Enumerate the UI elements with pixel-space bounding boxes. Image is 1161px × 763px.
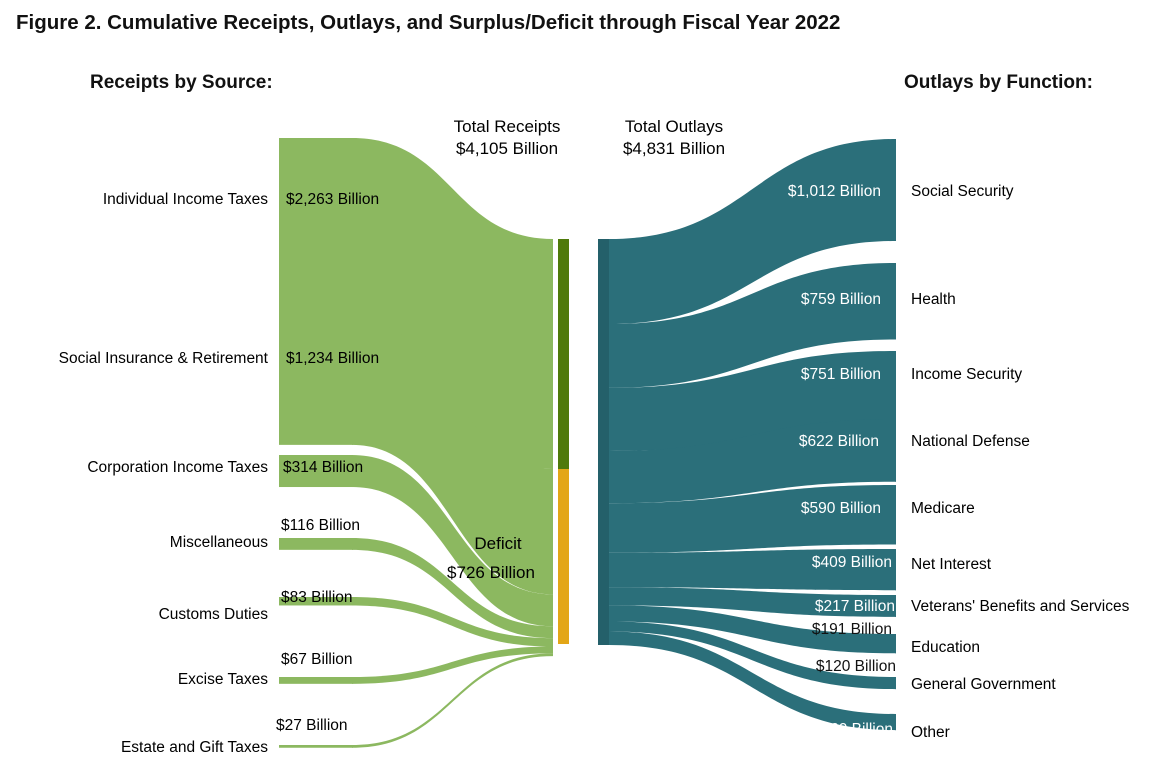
deficit-value: $726 Billion: [447, 563, 535, 582]
flow-social-insurance-and-retirement: [352, 319, 553, 595]
nodes-layer: [279, 138, 896, 748]
flow-veterans-benefits-and-services: [609, 587, 896, 617]
receipt-value: $1,234 Billion: [286, 350, 379, 367]
receipts-heading: Receipts by Source:: [90, 72, 273, 93]
outlays-heading: Outlays by Function:: [904, 72, 1093, 93]
flow-social-security: [609, 139, 896, 325]
receipt-name: Individual Income Taxes: [103, 191, 268, 208]
flow-medicare: [609, 485, 896, 553]
receipt-name: Corporation Income Taxes: [87, 459, 268, 476]
outlay-value: $590 Billion: [801, 500, 881, 517]
outlay-name: Education: [911, 639, 980, 656]
deficit-node: [558, 469, 569, 644]
receipt-name: Miscellaneous: [170, 534, 268, 551]
outlay-name: National Defense: [911, 433, 1030, 450]
outlay-value: $759 Billion: [801, 291, 881, 308]
outlays-node: [598, 239, 609, 645]
outlay-band-income-security: [895, 351, 896, 427]
receipt-band-estate-and-gift-taxes: [279, 745, 353, 748]
flow-education: [609, 605, 896, 654]
flow-customs-duties: [352, 597, 553, 647]
total-outlays-label: Total Outlays: [625, 117, 723, 136]
outlay-name: Health: [911, 291, 956, 308]
outlay-value: $160 Billion: [813, 721, 893, 738]
labels-layer: Total Receipts $4,105 Billion Total Outl…: [59, 117, 1130, 756]
outlay-name: Other: [911, 724, 950, 741]
deficit-label: Deficit: [474, 534, 522, 553]
outlay-value: $217 Billion: [815, 598, 895, 615]
outlay-name: Medicare: [911, 500, 975, 517]
receipt-band-social-insurance-and-retirement: [279, 319, 353, 445]
receipt-name: Excise Taxes: [178, 671, 268, 688]
outlay-band-other: [895, 714, 896, 731]
receipt-name: Estate and Gift Taxes: [121, 739, 268, 756]
flow-other: [609, 631, 896, 731]
outlay-name: Veterans' Benefits and Services: [911, 598, 1130, 615]
receipt-name: Social Insurance & Retirement: [59, 350, 269, 367]
outlay-value: $751 Billion: [801, 366, 881, 383]
figure-title: Figure 2. Cumulative Receipts, Outlays, …: [16, 11, 841, 34]
outlay-value: $191 Billion: [812, 621, 892, 638]
outlay-value: $409 Billion: [812, 554, 892, 571]
flow-net-interest: [609, 549, 896, 591]
outlay-band-education: [895, 634, 896, 654]
receipt-band-corporation-income-taxes: [279, 455, 353, 488]
outlay-band-net-interest: [895, 549, 896, 591]
flows-layer: [352, 138, 896, 748]
total-receipts-label: Total Receipts: [454, 117, 561, 136]
receipt-band-customs-duties: [279, 597, 353, 606]
receipt-value: $27 Billion: [276, 717, 348, 734]
flow-individual-income-taxes: [352, 138, 553, 469]
receipt-name: Customs Duties: [159, 606, 269, 623]
flow-general-government: [609, 621, 896, 690]
receipt-value: $83 Billion: [281, 589, 353, 606]
flow-estate-and-gift-taxes: [352, 653, 553, 748]
outlay-name: General Government: [911, 676, 1056, 693]
receipt-value: $116 Billion: [281, 517, 360, 534]
outlay-band-general-government: [895, 677, 896, 690]
total-receipts-value: $4,105 Billion: [456, 139, 558, 158]
outlay-band-national-defense: [895, 419, 896, 482]
outlay-band-medicare: [895, 485, 896, 545]
receipt-band-excise-taxes: [279, 677, 353, 684]
flow-health: [609, 263, 896, 388]
outlay-name: Income Security: [911, 366, 1022, 383]
flow-excise-taxes: [352, 646, 553, 684]
outlay-band-social-security: [895, 139, 896, 241]
receipt-value: $67 Billion: [281, 651, 353, 668]
flow-miscellaneous: [352, 538, 553, 639]
receipts-node: [558, 239, 569, 469]
flow-corporation-income-taxes: [352, 455, 553, 627]
outlay-value: $120 Billion: [816, 658, 896, 675]
total-outlays-value: $4,831 Billion: [623, 139, 725, 158]
outlay-band-health: [895, 263, 896, 340]
flow-national-defense: [609, 419, 896, 504]
receipt-value: $2,263 Billion: [286, 191, 379, 208]
outlay-value: $1,012 Billion: [788, 183, 881, 200]
receipt-value: $314 Billion: [283, 459, 363, 476]
outlay-name: Social Security: [911, 183, 1014, 200]
outlay-band-veterans-benefits-and-services: [895, 595, 896, 617]
receipt-band-miscellaneous: [279, 538, 353, 550]
outlay-value: $622 Billion: [799, 433, 879, 450]
outlay-name: Net Interest: [911, 556, 992, 573]
